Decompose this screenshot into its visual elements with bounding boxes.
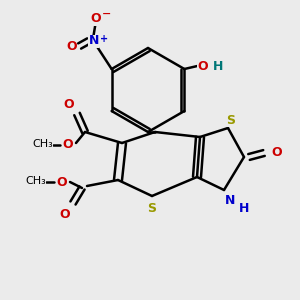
- Text: O: O: [272, 146, 282, 160]
- Text: CH₃: CH₃: [26, 176, 46, 186]
- Text: −: −: [102, 9, 111, 19]
- Text: S: S: [226, 113, 236, 127]
- Text: O: O: [57, 176, 67, 188]
- Text: O: O: [90, 13, 101, 26]
- Text: N: N: [225, 194, 235, 206]
- Text: H: H: [239, 202, 249, 214]
- Text: H: H: [213, 59, 224, 73]
- Text: O: O: [60, 208, 70, 220]
- Text: O: O: [197, 59, 208, 73]
- Text: O: O: [63, 139, 73, 152]
- Text: N: N: [88, 34, 99, 47]
- Text: O: O: [66, 40, 77, 52]
- Text: O: O: [64, 98, 74, 112]
- Text: +: +: [100, 34, 108, 44]
- Text: S: S: [148, 202, 157, 215]
- Text: CH₃: CH₃: [33, 139, 53, 149]
